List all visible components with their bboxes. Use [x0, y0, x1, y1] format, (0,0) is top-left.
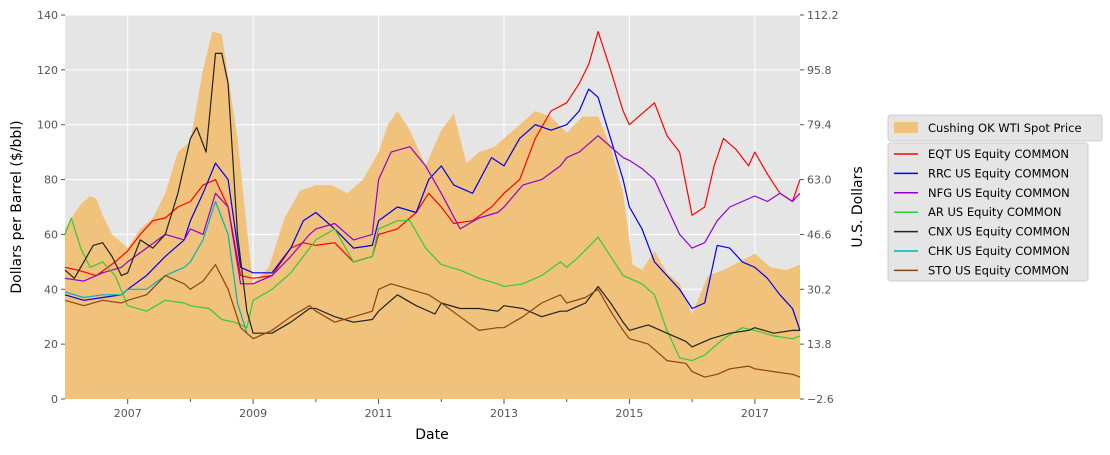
x-tick-label: 2007 [114, 407, 142, 420]
y-tick-label: 60 [44, 228, 58, 241]
y-right-tick-label: 13.8 [807, 338, 832, 351]
legend-label-series: STO US Equity COMMON [928, 263, 1069, 277]
x-tick-label: 2009 [239, 407, 267, 420]
series-layer [64, 30, 801, 378]
series-line-5 [64, 200, 248, 334]
series-line-2 [64, 135, 801, 285]
series-line-4 [64, 52, 800, 348]
series-line-6 [64, 264, 801, 378]
x-tick-label: 2017 [741, 407, 769, 420]
y-tick-label: 0 [51, 393, 58, 406]
x-tick-label: 2013 [490, 407, 518, 420]
legend-label-series: CHK US Equity COMMON [928, 244, 1070, 258]
y-tick-label: 100 [37, 119, 58, 132]
y-right-tick-label: 30.2 [807, 283, 832, 296]
x-tick-label: 2011 [365, 407, 393, 420]
legend-box-area [887, 114, 1103, 142]
legend-label-series: EQT US Equity COMMON [928, 147, 1069, 161]
y-right-tick-label: 63.0 [807, 174, 832, 187]
y-axis-right-title: U.S. Dollars [850, 166, 866, 247]
y-tick-label: 140 [37, 9, 58, 22]
y-tick-label: 120 [37, 64, 58, 77]
y-tick-label: 80 [44, 174, 58, 187]
y-right-tick-label: −2.6 [807, 393, 834, 406]
y-right-tick-label: 112.2 [807, 9, 839, 22]
y-right-tick-label: 95.8 [807, 64, 832, 77]
legend-label-series: AR US Equity COMMON [928, 205, 1062, 219]
y-right-tick-label: 46.6 [807, 228, 832, 241]
series-line-1 [64, 88, 801, 331]
x-tick-label: 2015 [615, 407, 643, 420]
y-right-tick-label: 79.4 [807, 119, 832, 132]
legend-label-series: RRC US Equity COMMON [928, 166, 1069, 180]
y-tick-label: 20 [44, 338, 58, 351]
area-wti-spot-price [65, 31, 800, 399]
legend-box-series [887, 142, 1089, 282]
series-line-3 [64, 217, 801, 362]
y-axis-title: Dollars per Barrel ($/bbl) [9, 120, 25, 293]
legend: Cushing OK WTI Spot Price EQT US Equity C… [887, 114, 1103, 282]
axes: 0 20 40 60 80 100 120 140 −2.6 13.8 30.2 46.6 63.0 79… [37, 9, 839, 420]
legend-label-series: CNX US Equity COMMON [928, 225, 1070, 239]
series-line-0 [64, 30, 801, 279]
legend-swatch-area [894, 122, 918, 133]
area-layer [65, 31, 800, 399]
x-axis-title: Date [415, 427, 448, 443]
legend-label-series: NFG US Equity COMMON [928, 186, 1070, 200]
y-tick-label: 40 [44, 283, 58, 296]
legend-label-area: Cushing OK WTI Spot Price [928, 121, 1082, 135]
